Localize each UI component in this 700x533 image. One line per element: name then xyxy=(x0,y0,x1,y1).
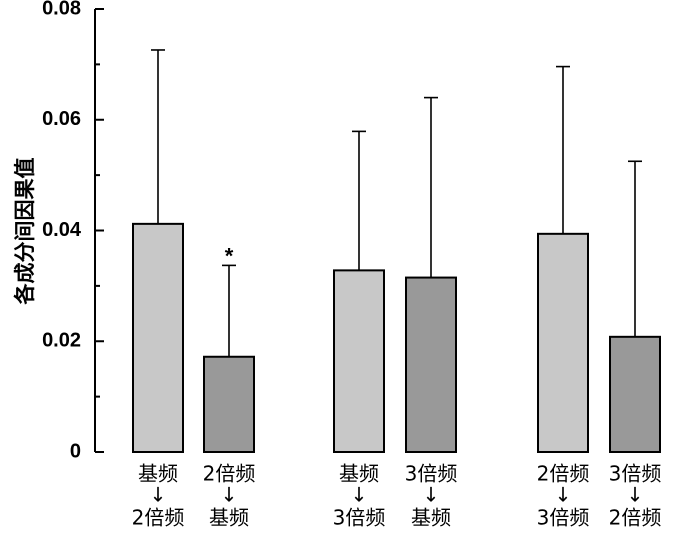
arrow-down-icon: ↓ xyxy=(423,483,440,507)
arrow-down-icon: ↓ xyxy=(555,483,572,507)
arrow-down-icon: ↓ xyxy=(627,483,644,507)
category-label-from: 2倍频 xyxy=(203,462,256,486)
bar xyxy=(537,232,589,453)
category-label-to: 3倍频 xyxy=(333,506,386,530)
y-axis-label: 各成分间因果值 xyxy=(13,158,37,306)
category-label-to: 基频 xyxy=(411,506,451,530)
bar xyxy=(333,269,385,453)
arrow-down-icon: ↓ xyxy=(150,483,167,507)
category-label-from: 基频 xyxy=(339,462,379,486)
category-label-to: 2倍频 xyxy=(609,506,662,530)
category-label-from: 2倍频 xyxy=(537,462,590,486)
bar xyxy=(203,355,255,454)
significance-marker: * xyxy=(225,243,234,268)
y-tick-label: 0.04 xyxy=(42,219,82,241)
category-label-to: 2倍频 xyxy=(132,506,185,530)
bar xyxy=(609,335,661,454)
arrow-down-icon: ↓ xyxy=(221,483,238,507)
bar-series: * xyxy=(132,49,661,454)
y-tick-label: 0.08 xyxy=(42,0,81,19)
category-label-from: 3倍频 xyxy=(609,462,662,486)
category-label-to: 基频 xyxy=(209,506,249,530)
bar xyxy=(405,276,457,453)
y-tick-label: 0 xyxy=(70,440,81,462)
category-label-to: 3倍频 xyxy=(537,506,590,530)
arrow-down-icon: ↓ xyxy=(351,483,368,507)
y-tick-label: 0.06 xyxy=(42,108,81,130)
y-tick-label: 0.02 xyxy=(42,330,81,352)
chart-axes: 0 0.02 0.04 0.06 0.08 xyxy=(42,0,104,462)
bar xyxy=(132,222,184,453)
category-label-from: 3倍频 xyxy=(405,462,458,486)
category-label-from: 基频 xyxy=(138,462,178,486)
